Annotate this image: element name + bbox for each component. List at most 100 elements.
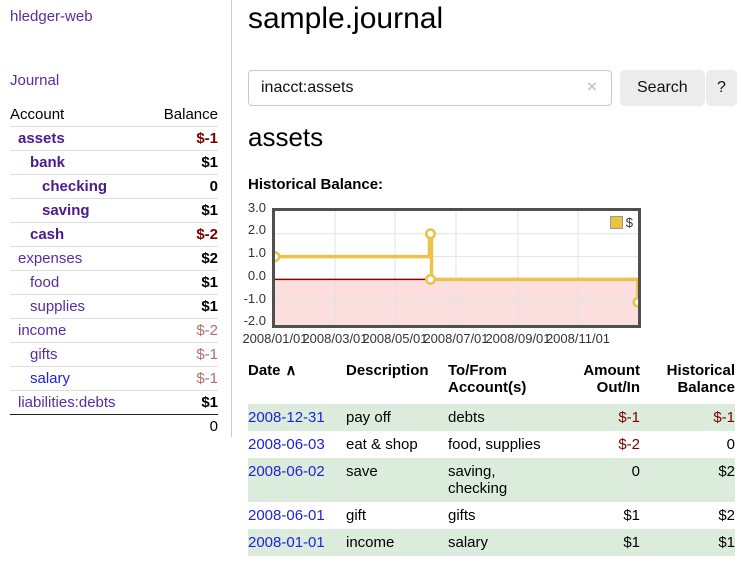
clear-search-icon[interactable]: × xyxy=(587,77,597,96)
account-balance: $1 xyxy=(201,202,218,219)
account-row-expenses: expenses $2 xyxy=(10,246,218,270)
chart-canvas xyxy=(275,211,638,325)
account-row-food: food $1 xyxy=(10,270,218,294)
account-balance: $-2 xyxy=(196,322,218,339)
transactions-header-row: Date ∧ Description To/From Account(s) Amo… xyxy=(248,360,735,404)
help-button[interactable]: ? xyxy=(706,70,737,106)
account-link[interactable]: food xyxy=(30,274,60,291)
transaction-row: 2008-06-02 save saving, checking 0 $2 xyxy=(248,458,735,502)
account-balance: 0 xyxy=(209,178,218,195)
accounts-total-value: 0 xyxy=(209,418,218,435)
account-row-cash: cash $-2 xyxy=(10,222,218,246)
x-axis-tick: 2008/03/01 xyxy=(302,331,368,346)
y-axis-tick: 0.0 xyxy=(247,268,266,283)
data-point-marker xyxy=(425,228,437,240)
account-link[interactable]: salary xyxy=(30,370,71,387)
account-row-assets: assets $-1 xyxy=(10,126,218,150)
transaction-date-link[interactable]: 2008-01-01 xyxy=(248,534,325,551)
x-axis-tick: 2008/07/01 xyxy=(423,331,489,346)
historical-balance-chart: 3.0 2.0 1.0 0.0 -1.0 -2.0 xyxy=(234,200,684,350)
account-column-header: Account xyxy=(10,106,65,123)
chart-title: Historical Balance: xyxy=(248,176,384,193)
account-link[interactable]: assets xyxy=(18,130,65,147)
data-point-marker xyxy=(425,273,437,285)
transaction-row: 2008-06-03 eat & shop food, supplies $-2… xyxy=(248,431,735,458)
legend-label: $ xyxy=(625,215,633,230)
transaction-description: income xyxy=(346,534,395,551)
transaction-date-link[interactable]: 2008-06-01 xyxy=(248,507,325,524)
transaction-balance: $2 xyxy=(718,507,735,524)
transaction-amount: $1 xyxy=(623,507,640,524)
y-axis-tick: 1.0 xyxy=(247,245,266,260)
account-row-supplies: supplies $1 xyxy=(10,294,218,318)
transaction-row: 2008-06-01 gift gifts $1 $2 xyxy=(248,502,735,529)
y-axis-tick: -2.0 xyxy=(243,313,266,328)
account-link[interactable]: bank xyxy=(30,154,66,171)
transaction-balance: $-1 xyxy=(713,409,735,426)
transaction-date-link[interactable]: 2008-06-02 xyxy=(248,463,325,480)
transaction-balance: $1 xyxy=(718,534,735,551)
x-axis-tick: 2008/05/01 xyxy=(362,331,428,346)
search-input[interactable] xyxy=(248,70,612,106)
accounts-table-header: Account Balance xyxy=(10,103,218,126)
account-link[interactable]: saving xyxy=(42,202,90,219)
transaction-date-link[interactable]: 2008-12-31 xyxy=(248,409,325,426)
transaction-row: 2008-12-31 pay off debts $-1 $-1 xyxy=(248,404,735,431)
transaction-amount: $1 xyxy=(623,534,640,551)
transactions-table: Date ∧ Description To/From Account(s) Amo… xyxy=(248,360,735,556)
column-header-accounts: To/From Account(s) xyxy=(448,362,527,396)
y-axis-tick: -1.0 xyxy=(243,291,266,306)
legend-swatch xyxy=(609,216,623,229)
account-balance: $-2 xyxy=(196,226,218,243)
app-brand-link[interactable]: hledger-web xyxy=(10,8,93,25)
sort-ascending-icon: ∧ xyxy=(285,362,297,379)
y-axis-tick: 3.0 xyxy=(247,200,266,215)
account-balance: $1 xyxy=(201,394,218,411)
account-link[interactable]: supplies xyxy=(30,298,86,315)
transaction-description: pay off xyxy=(346,409,391,426)
account-balance: $1 xyxy=(201,154,218,171)
account-balance: $-1 xyxy=(196,370,218,387)
account-balance: $1 xyxy=(201,274,218,291)
transaction-amount: $-1 xyxy=(618,409,640,426)
column-header-description: Description xyxy=(346,362,429,379)
x-axis-tick: 2008/11/01 xyxy=(545,331,611,346)
search-button[interactable]: Search xyxy=(620,70,705,106)
account-row-income: income $-2 xyxy=(10,318,218,342)
transaction-description: save xyxy=(346,463,378,480)
accounts-total-row: 0 xyxy=(10,414,218,438)
account-link[interactable]: cash xyxy=(30,226,65,243)
account-link[interactable]: income xyxy=(18,322,67,339)
sidebar-item-journal[interactable]: Journal xyxy=(10,72,60,89)
account-balance: $-1 xyxy=(196,346,218,363)
account-row-liabilities-debts: liabilities:debts $1 xyxy=(10,390,218,414)
account-balance: $2 xyxy=(201,250,218,267)
sidebar-divider xyxy=(231,0,232,437)
data-point-marker xyxy=(632,296,638,308)
date-header-label: Date xyxy=(248,362,281,379)
account-link[interactable]: checking xyxy=(42,178,108,195)
balance-column-header: Balance xyxy=(163,106,218,123)
accounts-table: Account Balance assets $-1 bank $1 check… xyxy=(10,103,218,438)
transaction-date-link[interactable]: 2008-06-03 xyxy=(248,436,325,453)
column-header-amount: Amount Out/In xyxy=(583,362,640,396)
account-row-gifts: gifts $-1 xyxy=(10,342,218,366)
transaction-accounts: gifts xyxy=(448,507,476,524)
x-axis-tick: 2008/01/01 xyxy=(242,331,308,346)
chart-legend: $ xyxy=(609,215,633,230)
column-header-balance: Historical Balance xyxy=(666,362,735,396)
transaction-description: eat & shop xyxy=(346,436,418,453)
column-header-date[interactable]: Date ∧ xyxy=(248,360,346,404)
account-link[interactable]: liabilities:debts xyxy=(18,394,116,411)
account-row-saving: saving $1 xyxy=(10,198,218,222)
transaction-accounts: salary xyxy=(448,534,489,551)
account-link[interactable]: expenses xyxy=(18,250,83,267)
account-balance: $-1 xyxy=(196,130,218,147)
transaction-accounts: debts xyxy=(448,409,485,426)
page-title: sample.journal xyxy=(248,2,444,35)
account-link[interactable]: gifts xyxy=(30,346,58,363)
y-axis-tick: 2.0 xyxy=(247,222,266,237)
x-axis-tick: 2008/09/01 xyxy=(485,331,551,346)
data-point-marker xyxy=(275,251,281,263)
account-balance: $1 xyxy=(201,298,218,315)
